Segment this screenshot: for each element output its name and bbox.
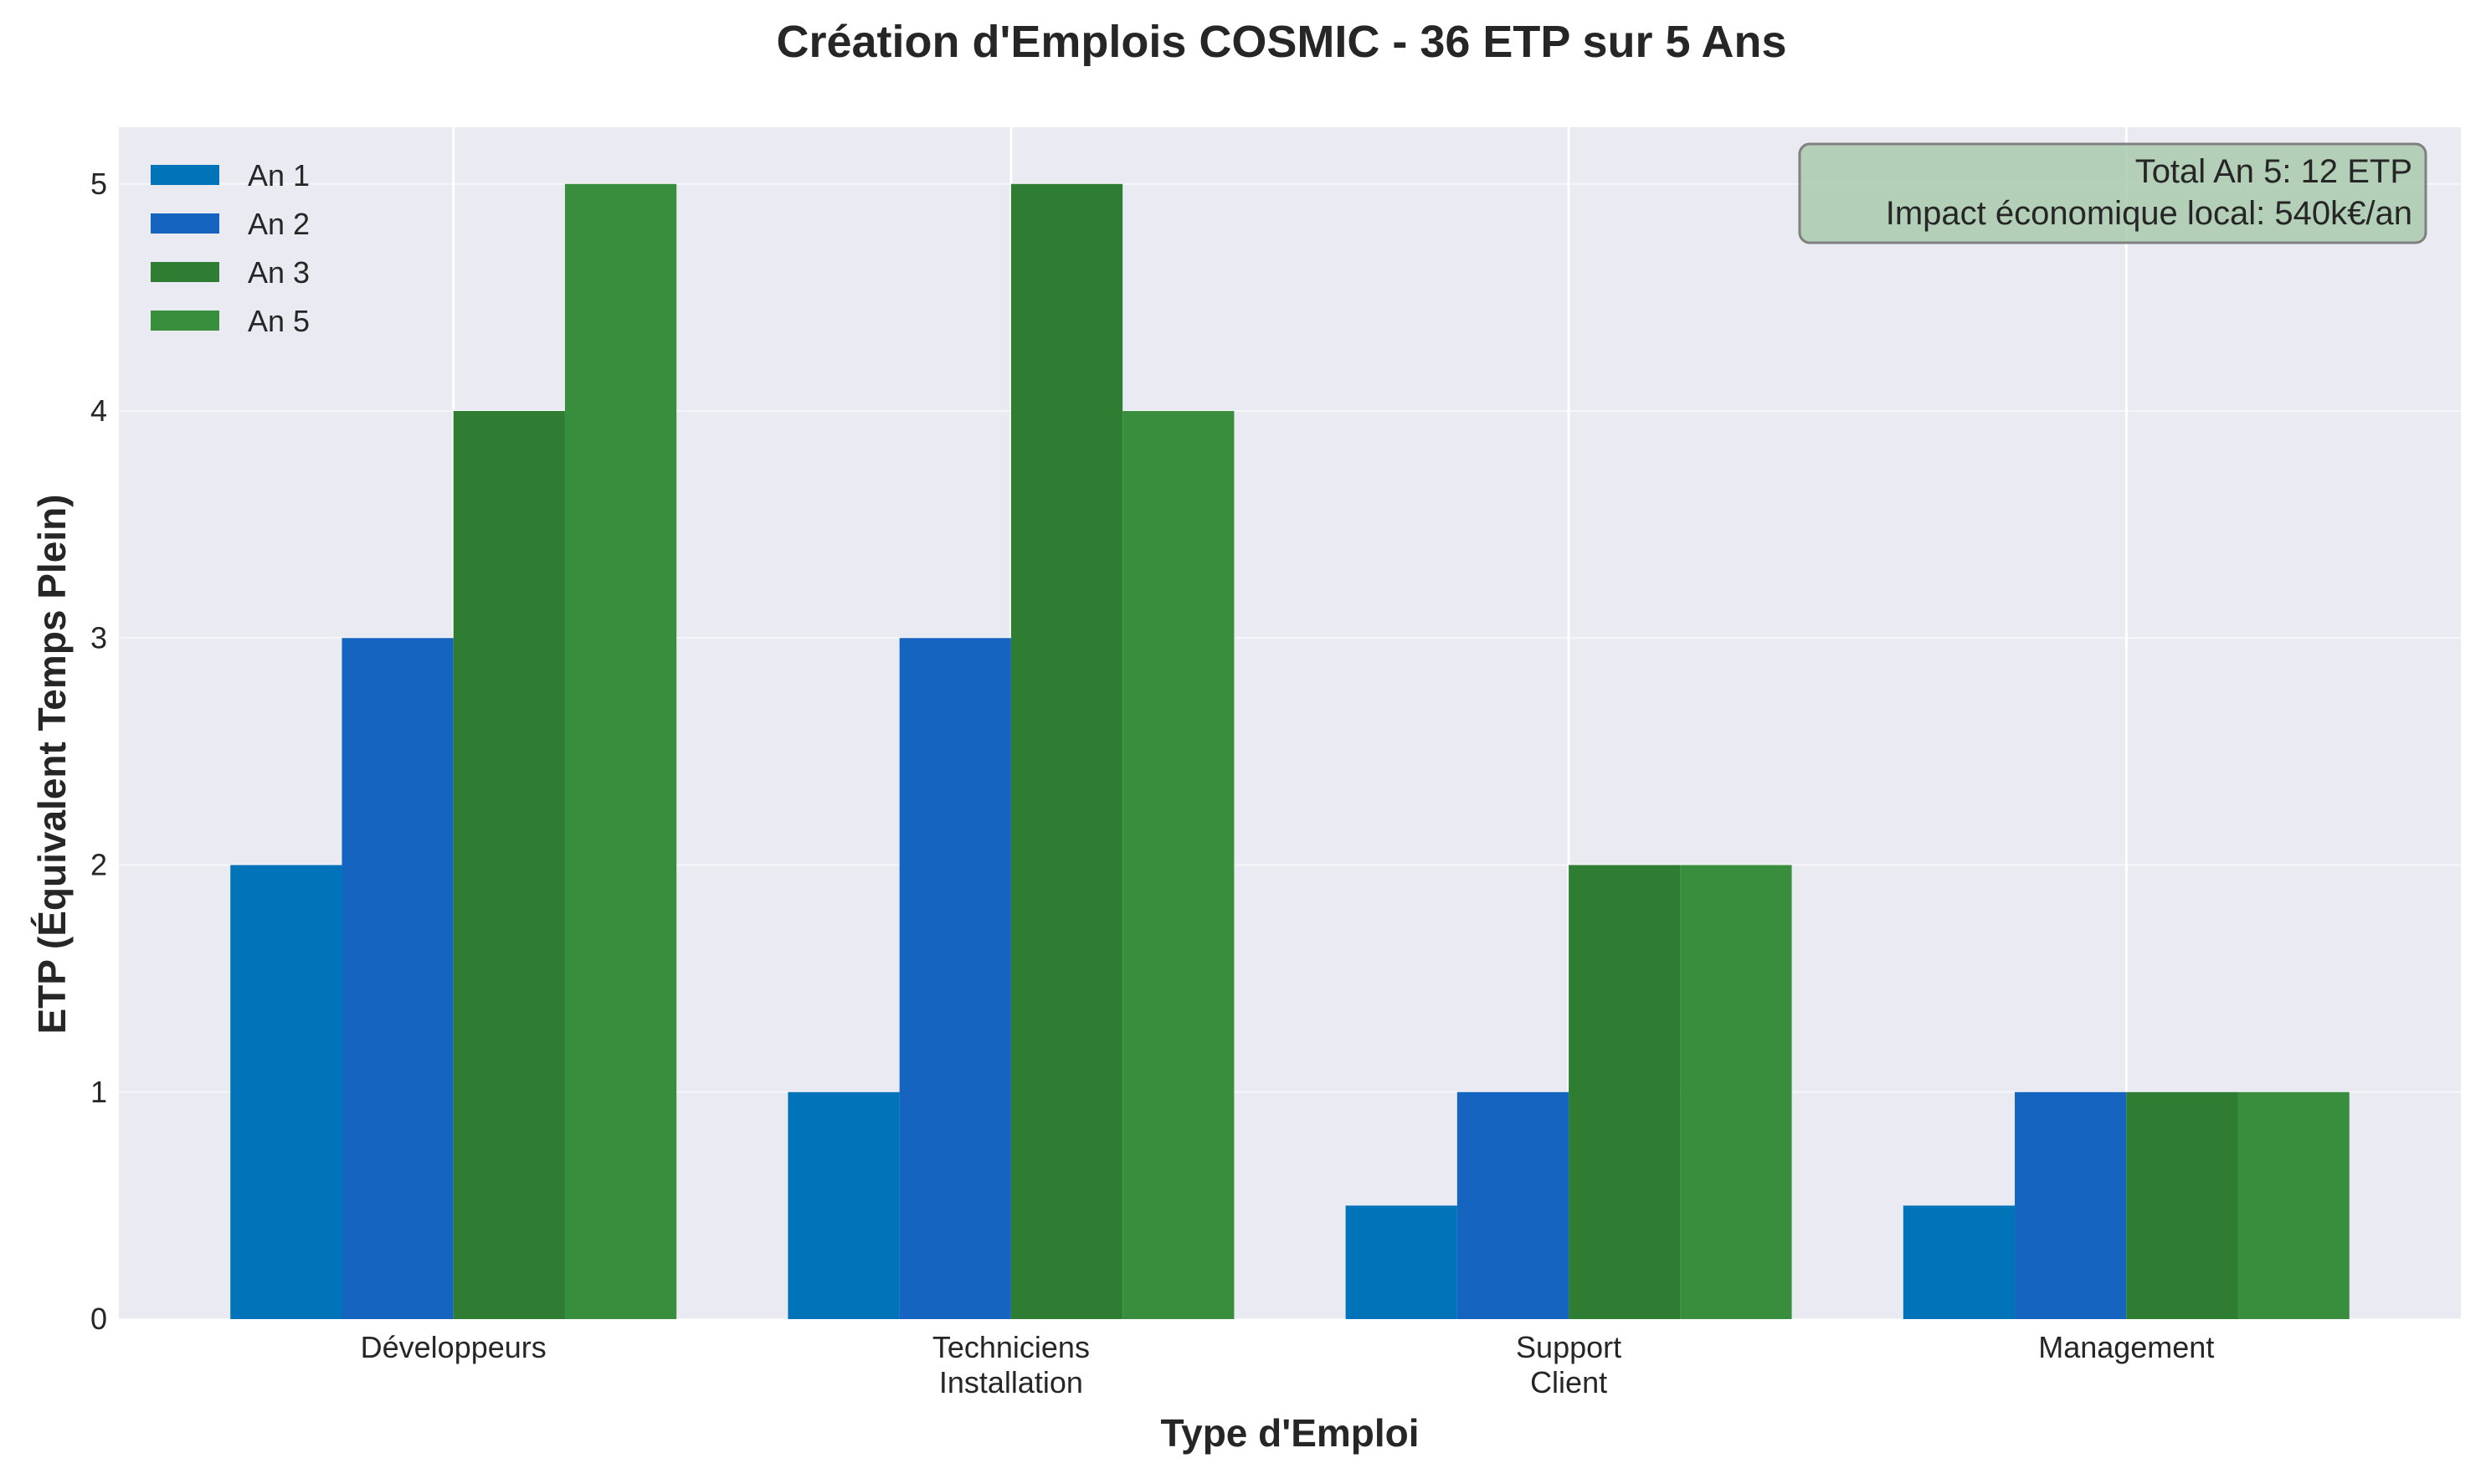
annotation-text: Total An 5: 12 ETP: [2135, 153, 2412, 190]
legend-swatch: [151, 311, 219, 331]
y-tick-label: 5: [90, 167, 107, 201]
y-tick-label: 4: [90, 393, 107, 428]
legend: An 1 An 2 An 3 An 5: [151, 158, 310, 338]
chart-title: Création d'Emplois COSMIC - 36 ETP sur 5…: [776, 17, 1786, 67]
legend-label: An 5: [248, 304, 310, 338]
legend-swatch: [151, 262, 219, 282]
bar-an-1-3: [1903, 1205, 2016, 1319]
y-tick-label: 2: [90, 848, 107, 882]
bars: [230, 183, 2350, 1319]
legend-swatch: [151, 165, 219, 185]
bar-an-3-3: [2126, 1091, 2238, 1319]
legend-swatch: [151, 213, 219, 234]
y-tick-label: 1: [90, 1075, 107, 1109]
annotation-text: Impact économique local: 540k€/an: [1886, 195, 2412, 232]
annotation-background: [1798, 142, 2427, 244]
legend-label: An 3: [248, 255, 310, 290]
legend-label: An 2: [248, 207, 310, 241]
x-tick-label: Développeurs: [361, 1330, 547, 1364]
bar-an-2-2: [1456, 1091, 1569, 1319]
bar-an-2-0: [342, 638, 454, 1319]
y-tick-label: 0: [90, 1302, 107, 1336]
bar-an-3-1: [1010, 183, 1123, 1319]
bar-an-3-0: [453, 411, 565, 1319]
x-tick-label: Client: [1530, 1365, 1607, 1399]
y-axis-ticks: 0 1 2 3 4 5: [90, 167, 107, 1336]
bar-an-2-3: [2015, 1091, 2127, 1319]
x-tick-label: Management: [2038, 1330, 2214, 1364]
bar-an-2-1: [899, 638, 1011, 1319]
x-tick-label: Support: [1516, 1330, 1621, 1364]
annotation-box: Total An 5: 12 ETP Impact économique loca…: [1798, 142, 2427, 244]
bar-an-3-2: [1569, 865, 1681, 1319]
bar-an-1-0: [230, 865, 342, 1319]
bar-an-1-2: [1345, 1205, 1457, 1319]
bar-an-5-1: [1122, 411, 1235, 1319]
x-tick-label: Techniciens: [932, 1330, 1090, 1364]
bar-an-5-2: [1680, 865, 1792, 1319]
legend-label: An 1: [248, 158, 310, 193]
bar-an-5-0: [564, 183, 677, 1319]
bar-an-5-3: [2237, 1091, 2350, 1319]
y-tick-label: 3: [90, 620, 107, 655]
x-axis-label: Type d'Emploi: [1160, 1411, 1419, 1455]
y-axis-label: ETP (Équivalent Temps Plein): [30, 495, 74, 1035]
x-tick-label: Installation: [939, 1365, 1083, 1399]
bar-an-1-1: [788, 1091, 900, 1319]
